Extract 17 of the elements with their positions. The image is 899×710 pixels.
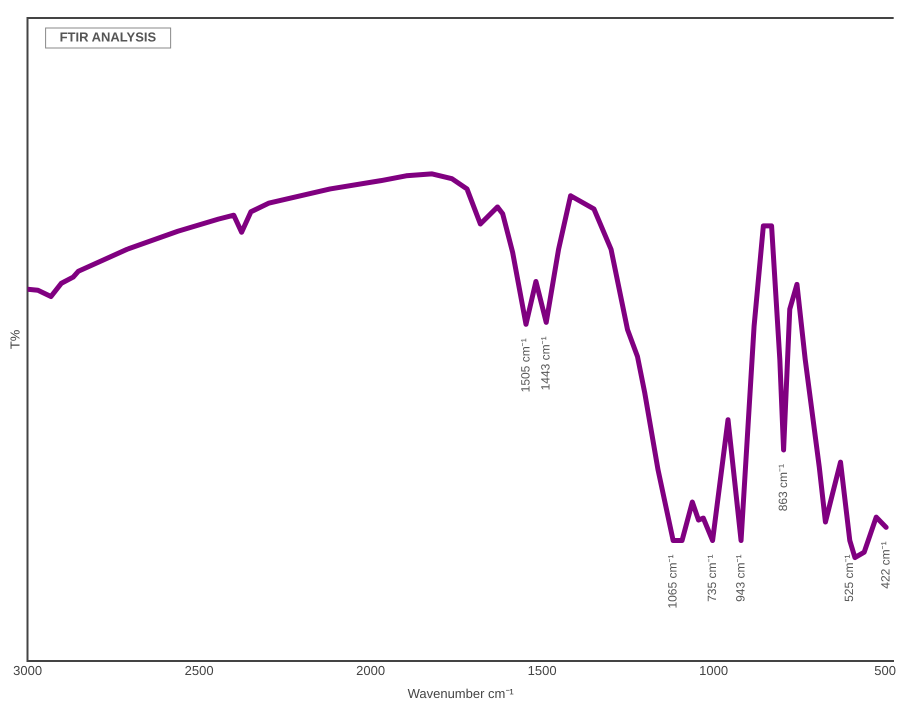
annotation: 863 cm⁻¹ [776, 464, 790, 512]
y-axis-title: T% [7, 329, 22, 350]
annotation: 1065 cm⁻¹ [665, 554, 680, 609]
x-axis-title: Wavenumber cm⁻¹ [408, 686, 514, 701]
annotation: 1443 cm⁻¹ [538, 336, 553, 390]
annotation: 1505 cm⁻¹ [518, 338, 532, 392]
annotation: 422 cm⁻¹ [878, 541, 892, 589]
annotation: 525 cm⁻¹ [842, 554, 856, 602]
annotation: 943 cm⁻¹ [733, 554, 748, 602]
x-tick-label: 2500 [184, 663, 214, 678]
x-tick-label: 3000 [13, 663, 42, 678]
x-tick-label: 2000 [356, 663, 386, 678]
x-tick-label: 1000 [699, 663, 728, 678]
x-tick-label: 1500 [528, 663, 557, 678]
chart-title: FTIR ANALYSIS [60, 30, 156, 45]
x-tick-label: 500 [874, 663, 896, 678]
annotation: 735 cm⁻¹ [704, 554, 719, 602]
